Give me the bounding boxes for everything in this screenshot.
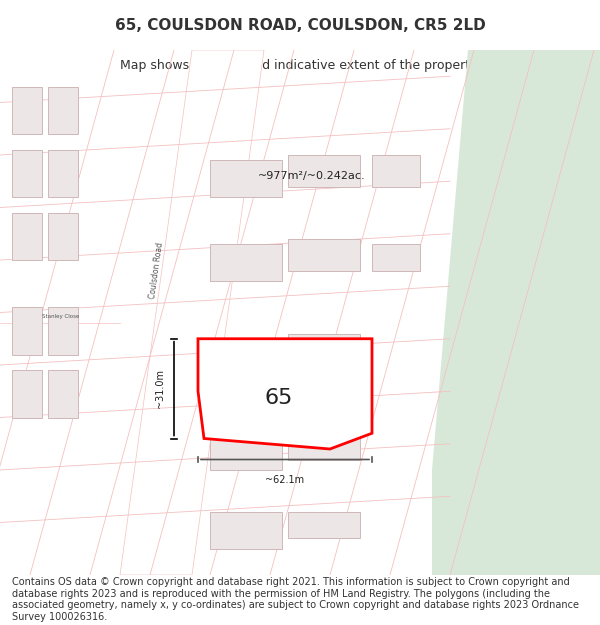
Text: Map shows position and indicative extent of the property.: Map shows position and indicative extent… (120, 59, 480, 71)
FancyBboxPatch shape (12, 87, 42, 134)
FancyBboxPatch shape (48, 370, 78, 418)
Text: Coulsdon Road: Coulsdon Road (148, 242, 164, 299)
FancyBboxPatch shape (210, 244, 282, 281)
Text: 65, COULSDON ROAD, COULSDON, CR5 2LD: 65, COULSDON ROAD, COULSDON, CR5 2LD (115, 18, 485, 32)
FancyBboxPatch shape (48, 150, 78, 197)
FancyBboxPatch shape (48, 87, 78, 134)
FancyBboxPatch shape (288, 239, 360, 271)
FancyBboxPatch shape (210, 512, 282, 549)
FancyBboxPatch shape (12, 308, 42, 354)
FancyBboxPatch shape (288, 428, 360, 459)
FancyBboxPatch shape (12, 370, 42, 418)
Text: ~977m²/~0.242ac.: ~977m²/~0.242ac. (258, 171, 366, 181)
FancyBboxPatch shape (12, 213, 42, 260)
FancyBboxPatch shape (210, 160, 282, 197)
FancyBboxPatch shape (288, 512, 360, 538)
FancyBboxPatch shape (48, 213, 78, 260)
Text: ~31.0m: ~31.0m (155, 369, 165, 408)
FancyBboxPatch shape (12, 150, 42, 197)
Text: 65: 65 (265, 388, 293, 408)
FancyBboxPatch shape (372, 244, 420, 271)
FancyBboxPatch shape (210, 339, 282, 376)
Polygon shape (432, 50, 600, 575)
FancyBboxPatch shape (210, 433, 282, 470)
FancyBboxPatch shape (288, 334, 360, 365)
Text: Contains OS data © Crown copyright and database right 2021. This information is : Contains OS data © Crown copyright and d… (12, 578, 579, 622)
FancyBboxPatch shape (372, 155, 420, 186)
FancyBboxPatch shape (48, 308, 78, 354)
Polygon shape (120, 50, 264, 575)
Polygon shape (198, 339, 372, 449)
FancyBboxPatch shape (288, 155, 360, 186)
Text: ~62.1m: ~62.1m (265, 475, 305, 485)
Text: Stanley Close: Stanley Close (42, 314, 79, 319)
